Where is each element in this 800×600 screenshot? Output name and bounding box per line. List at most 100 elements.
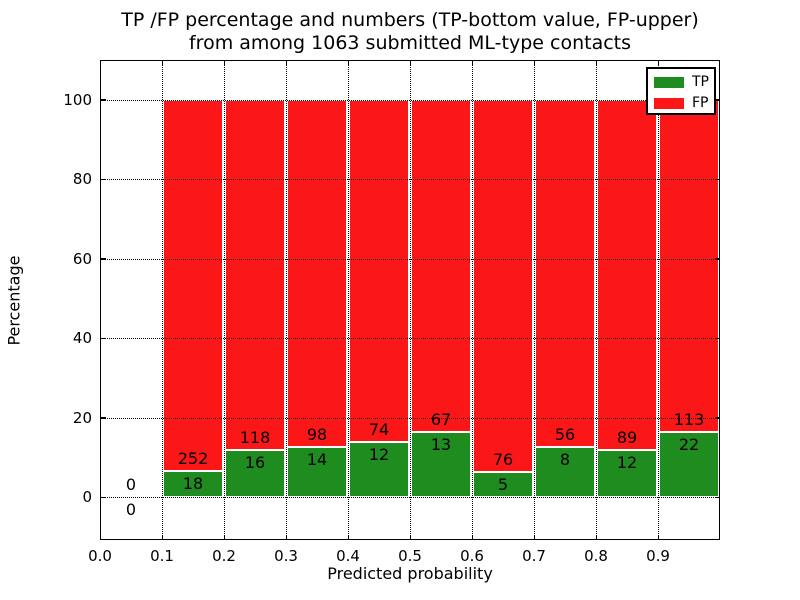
y-tick-mark bbox=[100, 496, 106, 498]
legend: TP FP bbox=[646, 67, 716, 115]
bar-tp-segment bbox=[287, 447, 347, 497]
y-tick-mark bbox=[714, 258, 720, 260]
x-tick-mark bbox=[657, 60, 659, 66]
bar-fp-segment bbox=[287, 99, 347, 448]
y-tick-mark bbox=[100, 417, 106, 419]
x-tick-label: 0.2 bbox=[212, 547, 236, 565]
x-gridline bbox=[410, 60, 411, 540]
bar-tp-segment bbox=[473, 472, 533, 497]
x-tick-label: 0.6 bbox=[460, 547, 484, 565]
x-tick-mark bbox=[223, 534, 225, 540]
fp-count-label: 98 bbox=[306, 425, 328, 445]
fp-count-label: 113 bbox=[673, 410, 705, 430]
x-gridline bbox=[658, 60, 659, 540]
y-axis-label: Percentage bbox=[4, 255, 24, 346]
x-tick-label: 0.4 bbox=[336, 547, 360, 565]
x-tick-mark bbox=[223, 60, 225, 66]
tp-count-label: 0 bbox=[125, 500, 137, 519]
bar-tp-segment bbox=[225, 449, 285, 497]
x-tick-label: 0.5 bbox=[398, 547, 422, 565]
tp-count-label: 13 bbox=[430, 435, 452, 455]
fp-count-label: 89 bbox=[616, 427, 638, 447]
x-gridline bbox=[534, 60, 535, 540]
y-tick-mark bbox=[714, 496, 720, 498]
x-tick-mark bbox=[161, 60, 163, 66]
fp-count-label: 56 bbox=[554, 425, 576, 445]
bar-tp-segment bbox=[349, 441, 409, 497]
x-tick-mark bbox=[533, 534, 535, 540]
legend-item-tp: TP bbox=[648, 73, 714, 91]
x-tick-label: 0.3 bbox=[274, 547, 298, 565]
x-gridline bbox=[162, 60, 163, 540]
bar-fp-segment bbox=[659, 99, 719, 433]
x-tick-mark bbox=[285, 534, 287, 540]
bar-tp-segment bbox=[659, 432, 719, 497]
plot-area: TP FP 0 0 252 18 118 16 98 14 74 12 67 13 76 5 56 8 89 12… bbox=[99, 60, 720, 540]
x-tick-mark bbox=[471, 534, 473, 540]
tp-count-label: 22 bbox=[678, 435, 700, 455]
y-tick-label: 20 bbox=[72, 408, 92, 427]
y-tick-mark bbox=[100, 337, 106, 340]
tp-count-label: 16 bbox=[244, 452, 266, 472]
x-tick-mark bbox=[347, 534, 349, 540]
bar-tp-segment bbox=[597, 449, 657, 497]
y-tick-label: 0 bbox=[82, 488, 92, 506]
y-tick-mark bbox=[100, 99, 106, 101]
x-gridline bbox=[596, 60, 597, 540]
x-tick-mark bbox=[347, 60, 349, 66]
bar-tp-segment bbox=[163, 470, 223, 497]
x-tick-mark bbox=[595, 534, 597, 540]
bar-fp-segment bbox=[535, 99, 595, 448]
bar-tp-segment bbox=[535, 447, 595, 497]
bar-fp-segment bbox=[349, 99, 409, 442]
bar-fp-segment bbox=[597, 99, 657, 450]
chart-title: TP /FP percentage and numbers (TP-bottom… bbox=[100, 9, 720, 55]
x-tick-label: 0.9 bbox=[646, 547, 670, 565]
chart-title-line2: from among 1063 submitted ML-type contac… bbox=[188, 32, 632, 54]
bar-fp-segment bbox=[163, 99, 223, 471]
bar-tp-segment bbox=[411, 432, 471, 497]
tp-count-label: 12 bbox=[368, 444, 390, 464]
x-tick-mark bbox=[657, 534, 659, 540]
y-tick-mark bbox=[100, 258, 106, 260]
x-tick-label: 0.8 bbox=[584, 547, 608, 565]
tp-count-label: 5 bbox=[497, 475, 509, 495]
y-tick-mark bbox=[100, 178, 106, 181]
fp-count-label: 74 bbox=[368, 419, 390, 439]
bar-fp-segment bbox=[411, 99, 471, 433]
fp-count-label: 252 bbox=[177, 448, 209, 468]
tp-count-label: 12 bbox=[616, 452, 638, 472]
y-tick-label: 100 bbox=[63, 90, 92, 109]
x-tick-mark bbox=[595, 60, 597, 66]
y-tick-mark bbox=[714, 337, 720, 340]
x-tick-mark bbox=[409, 60, 411, 66]
tp-count-label: 8 bbox=[559, 450, 571, 470]
chart-title-line1: TP /FP percentage and numbers (TP-bottom… bbox=[121, 9, 699, 31]
x-gridline bbox=[224, 60, 225, 540]
x-tick-mark bbox=[161, 534, 163, 540]
y-tick-label: 60 bbox=[72, 249, 92, 268]
x-gridline bbox=[286, 60, 287, 540]
fp-count-label: 0 bbox=[125, 475, 137, 494]
y-tick-mark bbox=[714, 99, 720, 101]
y-tick-label: 80 bbox=[72, 170, 92, 189]
fp-count-label: 67 bbox=[430, 410, 452, 430]
x-tick-label: 0.0 bbox=[88, 547, 112, 565]
x-tick-mark bbox=[471, 60, 473, 66]
x-axis-label: Predicted probability bbox=[327, 564, 493, 583]
tp-count-label: 18 bbox=[182, 473, 204, 493]
x-tick-mark bbox=[533, 60, 535, 66]
bar-fp-segment bbox=[225, 99, 285, 450]
x-tick-mark bbox=[99, 60, 101, 66]
x-tick-label: 0.1 bbox=[150, 547, 174, 565]
y-tick-mark bbox=[714, 178, 720, 181]
x-tick-mark bbox=[409, 534, 411, 540]
x-gridline bbox=[348, 60, 349, 540]
legend-item-fp: FP bbox=[648, 94, 714, 112]
tp-legend-swatch bbox=[654, 77, 684, 88]
tp-legend-label: TP bbox=[692, 74, 709, 90]
y-tick-label: 40 bbox=[72, 329, 92, 348]
bar-fp-segment bbox=[473, 99, 533, 473]
fp-legend-label: FP bbox=[692, 95, 709, 111]
